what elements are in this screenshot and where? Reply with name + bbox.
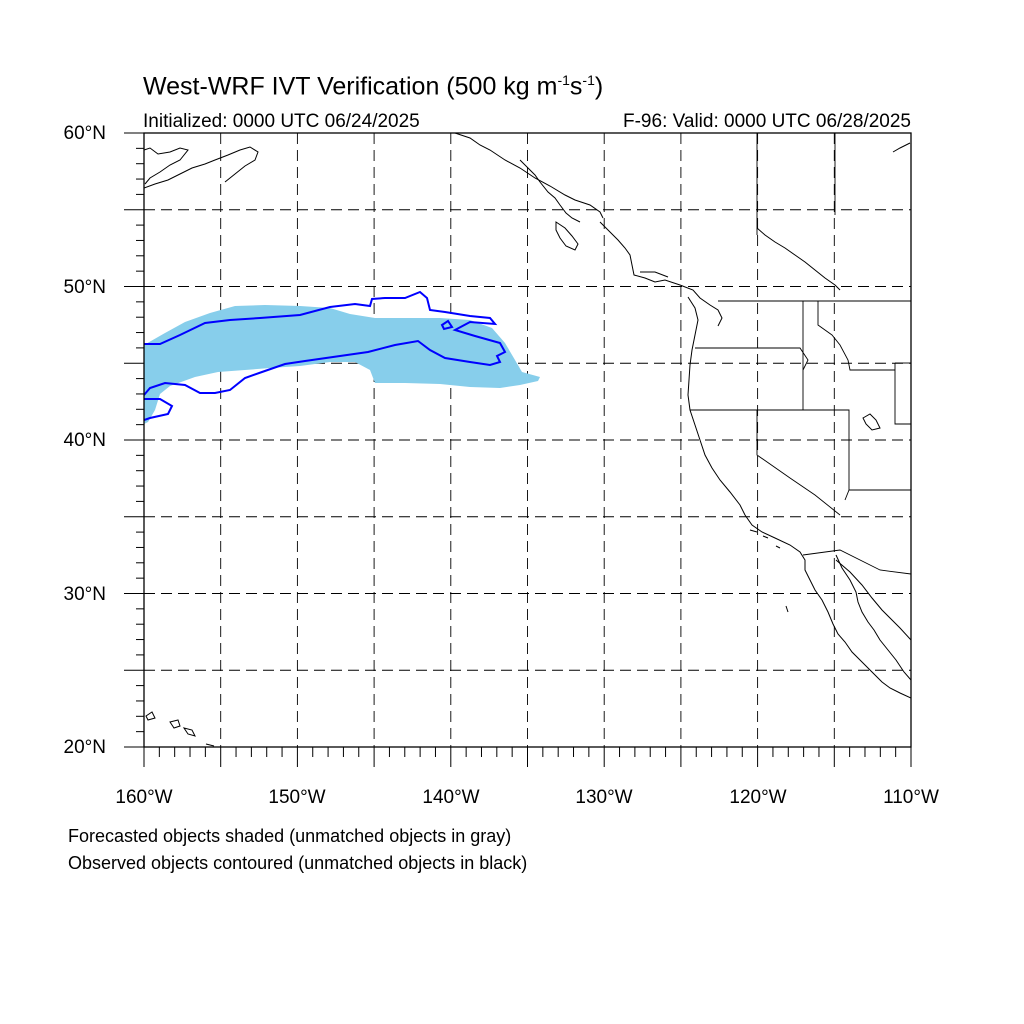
plot-frame xyxy=(143,132,912,748)
lon-label-150w: 150°W xyxy=(268,787,326,808)
lon-label-160w: 160°W xyxy=(115,787,173,808)
lat-lon-grid xyxy=(144,133,911,747)
axis-ticks xyxy=(124,132,912,767)
lat-label-50: 50°N xyxy=(63,277,106,298)
political-borders xyxy=(690,133,911,575)
legend-note-observed: Observed objects contoured (unmatched ob… xyxy=(68,853,528,873)
lat-label-30: 30°N xyxy=(63,584,106,605)
lon-label-110w: 110°W xyxy=(883,787,939,808)
lat-label-40: 40°N xyxy=(63,430,106,451)
legend-note-forecast: Forecasted objects shaded (unmatched obj… xyxy=(68,826,512,846)
valid-time-label: F-96: Valid: 0000 UTC 06/28/2025 xyxy=(623,111,911,132)
forecast-ivt-object xyxy=(144,305,540,424)
map-title: West-WRF IVT Verification (500 kg m-1s-1… xyxy=(143,72,604,101)
lat-label-20: 20°N xyxy=(63,737,106,758)
lon-label-130w: 130°W xyxy=(575,787,633,808)
init-time-label: Initialized: 0000 UTC 06/24/2025 xyxy=(143,111,420,132)
lon-label-140w: 140°W xyxy=(422,787,480,808)
lat-label-60: 60°N xyxy=(63,123,106,144)
observed-ivt-contours xyxy=(144,290,507,421)
lon-label-120w: 120°W xyxy=(729,787,787,808)
coastlines xyxy=(144,133,911,747)
